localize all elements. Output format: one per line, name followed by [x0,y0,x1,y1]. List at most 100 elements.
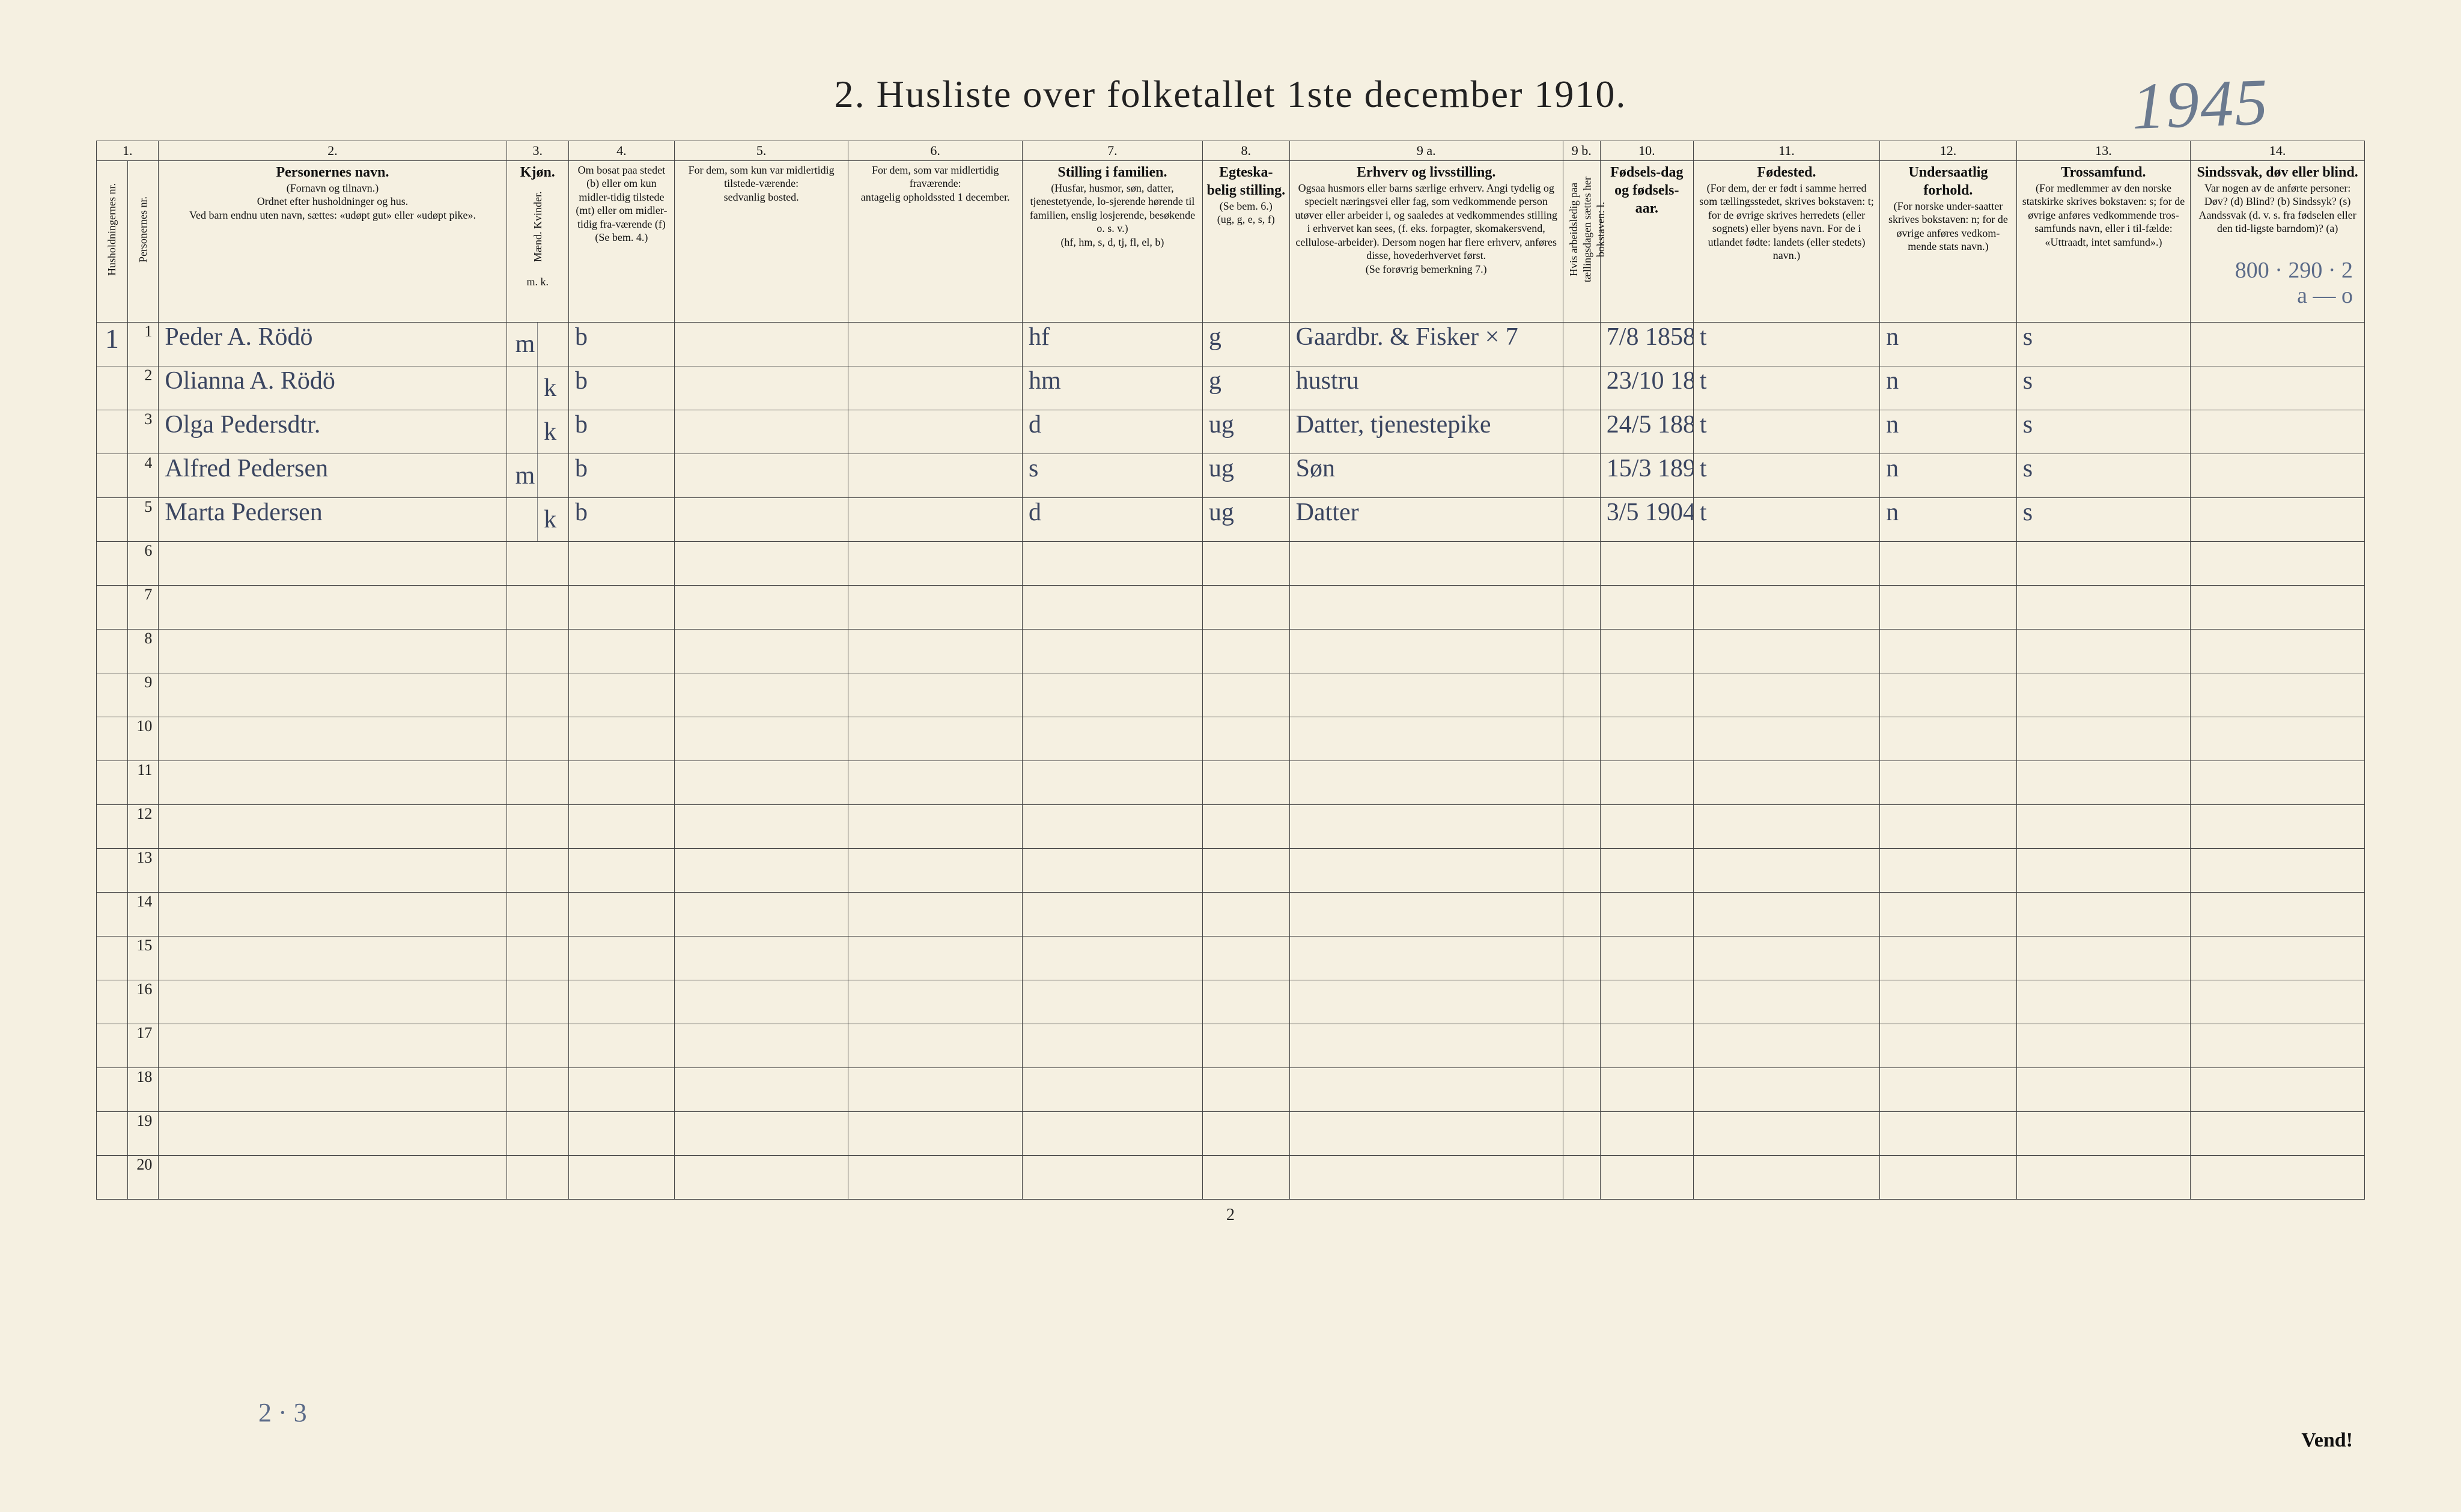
footnote-handwritten: 2 · 3 [258,1397,307,1428]
cell-empty [506,1024,568,1067]
cell-sex-k [538,323,562,366]
cell-empty [1202,761,1289,804]
cell-familie: hm [1022,366,1202,410]
cell-familie: hf [1022,322,1202,366]
cell-empty [2191,980,2365,1024]
colnum-6: 6. [848,141,1023,161]
cell-empty [848,1024,1023,1067]
cell-empty [1202,848,1289,892]
cell-sind [2191,322,2365,366]
head-c7-sub1: (Husfar, husmor, søn, datter, tjenestety… [1026,181,1199,235]
cell-empty [159,936,506,980]
cell-empty [1600,717,1693,761]
cell-empty [1880,717,2017,761]
table-row-empty: 16 [97,980,2365,1024]
table-row-empty: 17 [97,1024,2365,1067]
cell-empty [1202,1024,1289,1067]
cell-egteskab: g [1202,322,1289,366]
cell-empty [159,804,506,848]
cell-name: Olianna A. Rödö [159,366,506,410]
cell-empty [2191,1155,2365,1199]
cell-fodested: t [1693,322,1879,366]
cell-person-no: 7 [127,585,159,629]
cell-empty [1563,673,1600,717]
cell-empty [1563,629,1600,673]
cell-empty [1202,1155,1289,1199]
cell-familie: d [1022,410,1202,454]
cell-egteskab: ug [1202,497,1289,541]
cell-empty [1289,980,1563,1024]
cell-empty [506,629,568,673]
cell-household [97,454,128,497]
cell-empty [1693,1024,1879,1067]
head-c6-title: For dem, som var midlertidig fraværende: [852,163,1018,190]
head-c3-title: Kjøn. [511,163,565,181]
cell-empty [1693,761,1879,804]
cell-household [97,673,128,717]
cell-empty [569,1111,675,1155]
cell-undersaat: n [1880,410,2017,454]
table-row-empty: 11 [97,761,2365,804]
cell-sex-m [513,366,538,410]
head-c8-foot: (ug, g, e, s, f) [1206,213,1286,226]
cell-empty [1600,1024,1693,1067]
cell-arbeidsledig [1563,410,1600,454]
cell-midl-tilstede [674,454,848,497]
cell-sex-m [513,410,538,454]
cell-fodested: t [1693,366,1879,410]
cell-empty [848,936,1023,980]
head-c12-sub: (For norske under-saatter skrives boksta… [1884,199,2013,254]
cell-bosat: b [569,366,675,410]
cell-empty [2191,1067,2365,1111]
cell-empty [848,804,1023,848]
cell-fodsel: 23/10 1864 [1600,366,1693,410]
colnum-13: 13. [2016,141,2191,161]
cell-empty [1600,980,1693,1024]
cell-empty [1600,1067,1693,1111]
cell-undersaat: n [1880,322,2017,366]
cell-empty [1693,1155,1879,1199]
cell-empty [569,804,675,848]
cell-empty [506,1155,568,1199]
table-body: 11Peder A. RödömbhfgGaardbr. & Fisker × … [97,322,2365,1199]
table-row-empty: 18 [97,1067,2365,1111]
head-c2: Personernes navn. (Fornavn og tilnavn.) … [159,160,506,322]
cell-egteskab: ug [1202,454,1289,497]
cell-empty [2016,585,2191,629]
table-row-empty: 20 [97,1155,2365,1199]
cell-egteskab: ug [1202,410,1289,454]
cell-empty [506,892,568,936]
cell-household [97,585,128,629]
cell-empty [1693,673,1879,717]
head-c1b: Personernes nr. [127,160,159,322]
cell-empty [1693,629,1879,673]
cell-undersaat: n [1880,497,2017,541]
cell-tros: s [2016,454,2191,497]
cell-empty [1600,629,1693,673]
cell-empty [159,585,506,629]
cell-empty [674,936,848,980]
cell-person-no: 5 [127,497,159,541]
head-c3-foot: m. k. [511,275,565,289]
table-row-empty: 13 [97,848,2365,892]
cell-empty [506,804,568,848]
cell-empty [848,892,1023,936]
cell-person-no: 2 [127,366,159,410]
cell-empty [1289,629,1563,673]
cell-household [97,848,128,892]
cell-sind [2191,366,2365,410]
cell-empty [1202,1111,1289,1155]
cell-empty [848,761,1023,804]
cell-empty [569,892,675,936]
cell-empty [159,1024,506,1067]
cell-sex-k: k [538,366,562,410]
head-c4-foot: (Se bem. 4.) [573,231,671,244]
cell-midl-fravaer [848,454,1023,497]
cell-erhverv: Datter, tjenestepike [1289,410,1563,454]
cell-empty [506,673,568,717]
cell-sex: k [506,366,568,410]
cell-empty [848,673,1023,717]
cell-midl-fravaer [848,366,1023,410]
cell-empty [1202,892,1289,936]
cell-empty [1563,761,1600,804]
